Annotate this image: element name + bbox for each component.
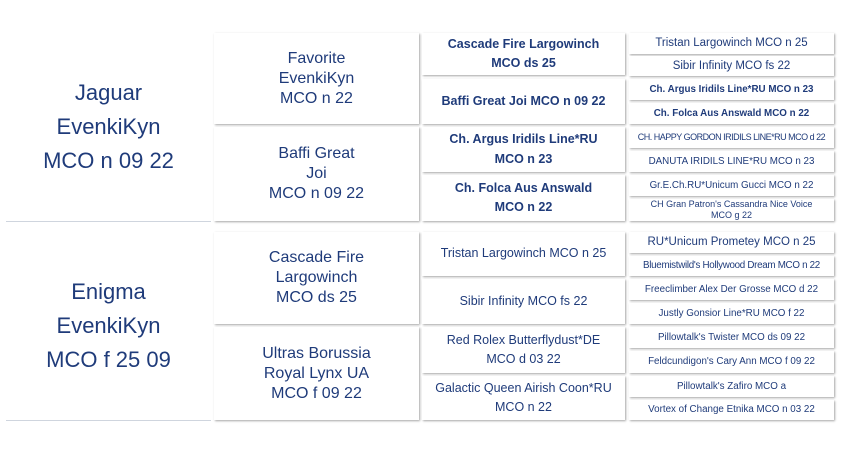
gggp-2-cell: Sibir Infinity MCO fs 22 [629, 56, 834, 76]
ggp-2-cell: Baffi Great Joi MCO n 09 22 [422, 79, 625, 124]
ggp-4-cell: Ch. Folca Aus Answald MCO n 22 [422, 175, 625, 221]
ggp-1-cell: Cascade Fire Largowinch MCO ds 25 [422, 33, 625, 75]
gggp-16-cell: Vortex of Change Etnika MCO n 03 22 [629, 400, 834, 420]
dam-cell: Enigma EvenkiKyn MCO f 25 09 [6, 232, 211, 420]
ggp-5-cell: Tristan Largowinch MCO n 25 [422, 232, 625, 276]
gggp-15-cell: Pillowtalk's Zafiro MCO a [629, 376, 834, 397]
gggp-6-cell: DANUTA IRIDILS LINE*RU MCO n 23 [629, 151, 834, 172]
divider [6, 221, 211, 222]
ggp-8-cell: Galactic Queen Airish Coon*RU MCO n 22 [422, 376, 625, 420]
gggp-1-cell: Tristan Largowinch MCO n 25 [629, 33, 834, 54]
ggp-6-cell: Sibir Infinity MCO fs 22 [422, 279, 625, 324]
gggp-7-cell: Gr.E.Ch.RU*Unicum Gucci MCO n 22 [629, 175, 834, 196]
gggp-14-cell: Feldcundigon's Cary Ann MCO f 09 22 [629, 351, 834, 373]
gggp-5-cell: CH. HAPPY GORDON IRIDILS LINE*RU MCO d 2… [629, 127, 834, 148]
gggp-3-cell: Ch. Argus Iridils Line*RU MCO n 23 [629, 79, 834, 100]
paternal-granddam-cell: Baffi Great Joi MCO n 09 22 [214, 127, 419, 221]
gggp-4-cell: Ch. Folca Aus Answald MCO n 22 [629, 103, 834, 124]
divider [6, 420, 211, 421]
gggp-8-cell: CH Gran Patron's Cassandra Nice Voice MC… [629, 199, 834, 221]
ggp-7-cell: Red Rolex Butterflydust*DE MCO d 03 22 [422, 327, 625, 373]
sire-cell: Jaguar EvenkiKyn MCO n 09 22 [6, 33, 211, 221]
gggp-12-cell: Justly Gonsior Line*RU MCO f 22 [629, 303, 834, 324]
maternal-granddam-cell: Ultras Borussia Royal Lynx UA MCO f 09 2… [214, 327, 419, 420]
gggp-9-cell: RU*Unicum Prometey MCO n 25 [629, 232, 834, 253]
ggp-3-cell: Ch. Argus Iridils Line*RU MCO n 23 [422, 127, 625, 172]
maternal-grandsire-cell: Cascade Fire Largowinch MCO ds 25 [214, 232, 419, 324]
gggp-13-cell: Pillowtalk's Twister MCO ds 09 22 [629, 327, 834, 348]
gggp-10-cell: Bluemistwild's Hollywood Dream MCO n 22 [629, 256, 834, 276]
paternal-grandsire-cell: Favorite EvenkiKyn MCO n 22 [214, 33, 419, 124]
gggp-11-cell: Freeclimber Alex Der Grosse MCO d 22 [629, 279, 834, 300]
